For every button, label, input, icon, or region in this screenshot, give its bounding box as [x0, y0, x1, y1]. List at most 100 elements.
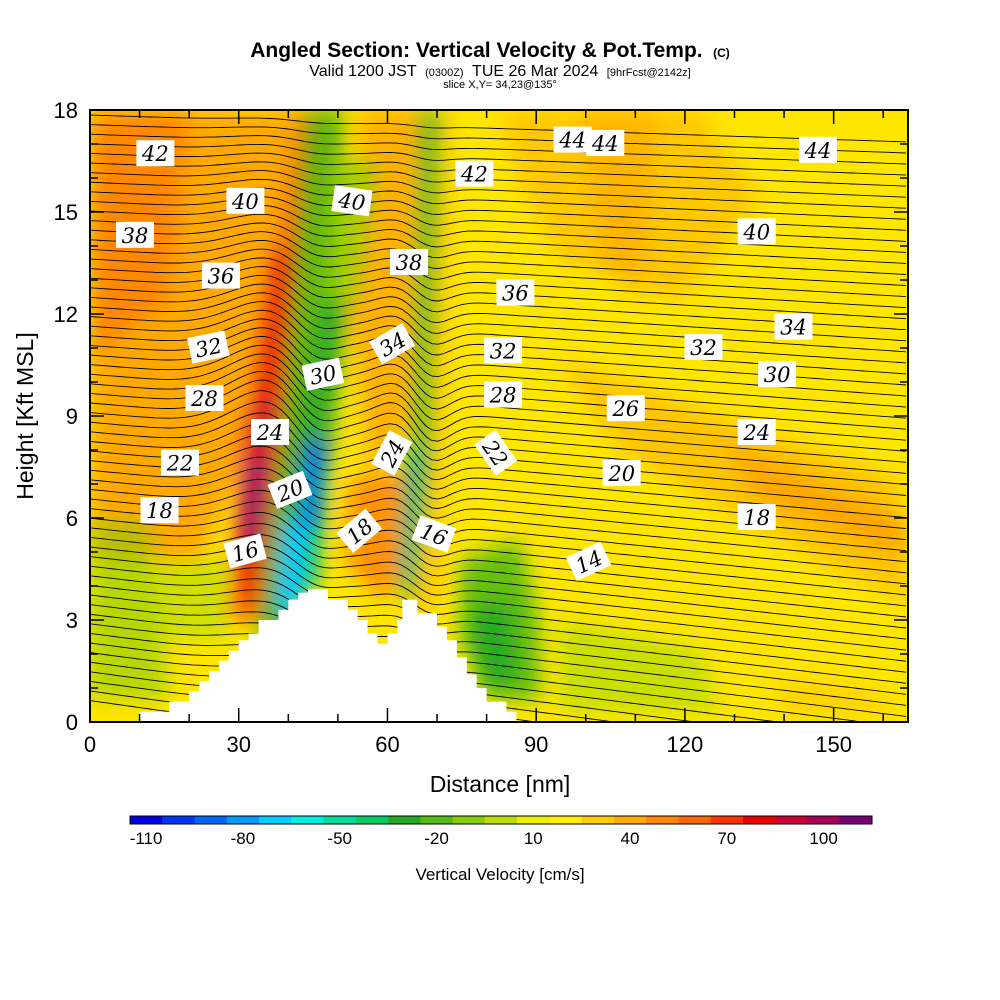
contour-label-text: 32	[690, 336, 717, 360]
contour-line	[90, 556, 907, 651]
contour-line	[90, 613, 907, 717]
contour-label-text: 36	[208, 265, 235, 289]
colorbar-swatch	[646, 816, 679, 824]
colorbar-swatch	[291, 816, 324, 824]
contour-label: 20	[602, 459, 641, 486]
contour-line	[90, 370, 907, 463]
contour-label-text: 30	[764, 363, 791, 387]
contour-line	[90, 124, 907, 154]
colorbar-swatch	[130, 816, 163, 824]
contour-label-text: 42	[460, 163, 488, 187]
contour-label-bg	[161, 449, 199, 476]
contour-line	[90, 231, 907, 286]
contour-label-text: 32	[490, 339, 517, 363]
colorbar-frame	[129, 815, 873, 825]
contour-label-bg	[116, 221, 154, 248]
contour-label-bg	[684, 334, 723, 360]
chart-title: Angled Section: Vertical Velocity & Pot.…	[250, 39, 730, 62]
colorbar-swatch	[259, 816, 292, 824]
colorbar-swatch	[226, 816, 260, 824]
contour-label: 38	[116, 221, 154, 248]
colorbar-label: Vertical Velocity [cm/s]	[415, 865, 584, 884]
contour-label-text: 44	[558, 129, 586, 153]
contour-label-bg	[758, 361, 797, 388]
contour-line	[90, 511, 907, 607]
contour-line	[90, 283, 907, 353]
contour-label: 40	[226, 187, 265, 214]
contour-label: 32	[484, 337, 523, 364]
contour-line	[90, 623, 867, 722]
contour-label-text: 30	[308, 361, 339, 390]
contour-label: 32	[684, 334, 723, 360]
contour-label: 16	[223, 533, 267, 569]
contour-line	[90, 143, 907, 176]
colorbar-swatch	[807, 816, 841, 824]
contour-label-bg	[136, 140, 175, 167]
contour-label: 44	[799, 136, 837, 163]
contour-label-text: 40	[336, 188, 367, 216]
contour-label-bg	[565, 541, 612, 582]
contour-label: 22	[161, 449, 199, 476]
contour-line	[90, 213, 907, 264]
contour-label-text: 22	[166, 452, 194, 476]
contour-label-bg	[799, 136, 837, 163]
contour-label-bg	[606, 395, 645, 422]
contour-line	[90, 534, 907, 629]
slice-label: slice X,Y= 34,23@135°	[443, 79, 557, 91]
contour-line	[90, 575, 907, 673]
contour-label-bg	[390, 249, 428, 275]
contour-label: 26	[606, 395, 645, 422]
contour-line	[90, 500, 907, 596]
contour-label: 16	[411, 515, 457, 553]
contour-line	[90, 456, 907, 552]
contour-label-bg	[369, 322, 416, 365]
y-tick-label: 15	[54, 200, 78, 225]
colorbar-swatch	[710, 816, 744, 824]
contour-label-text: 44	[591, 132, 619, 156]
contour-label-bg	[737, 218, 776, 245]
contour-label-text: 44	[804, 139, 832, 163]
contour-label: 36	[201, 262, 240, 289]
colorbar-swatch	[484, 816, 518, 824]
colorbar-swatch	[549, 816, 582, 824]
colorbar-swatch	[420, 816, 453, 824]
contour-label-bg	[140, 497, 179, 524]
colorbar-swatch	[742, 816, 776, 824]
contour-line	[90, 642, 699, 722]
contour-label: 36	[496, 279, 535, 306]
contour-line	[90, 205, 907, 253]
contour-label-bg	[602, 459, 641, 486]
contour-label-bg	[774, 313, 813, 340]
y-tick-label: 0	[66, 710, 78, 735]
contour-label-text: 28	[489, 384, 517, 408]
colorbar-swatch	[323, 816, 357, 824]
contour-label-bg	[496, 279, 535, 306]
contour-label-text: 42	[141, 142, 169, 166]
contour-line	[90, 178, 907, 220]
contour-line	[90, 240, 907, 298]
contour-label-bg	[737, 504, 776, 530]
contour-label: 44	[553, 126, 592, 153]
y-tick-label: 3	[66, 608, 78, 633]
colorbar-swatch	[388, 816, 421, 824]
y-tick-label: 6	[66, 506, 78, 531]
contour-label-bg	[201, 262, 240, 289]
contour-label-bg	[474, 429, 518, 476]
contour-label: 42	[455, 160, 494, 187]
contour-label-text: 40	[742, 220, 770, 244]
contour-label-text: 24	[742, 421, 770, 445]
contour-label: 40	[331, 185, 373, 217]
colorbar-tick-label: 100	[809, 829, 837, 848]
colorbar-swatch	[162, 816, 195, 824]
contour-label-bg	[185, 385, 224, 411]
x-tick-label: 0	[84, 732, 96, 757]
contour-label-bg	[251, 419, 289, 445]
contour-line	[90, 565, 907, 662]
contour-line	[90, 489, 907, 585]
contour-label-text: 38	[396, 251, 423, 275]
contour-line	[90, 292, 907, 364]
contour-label-text: 20	[607, 462, 635, 486]
x-tick-label: 150	[815, 732, 852, 757]
x-tick-label: 30	[226, 732, 250, 757]
